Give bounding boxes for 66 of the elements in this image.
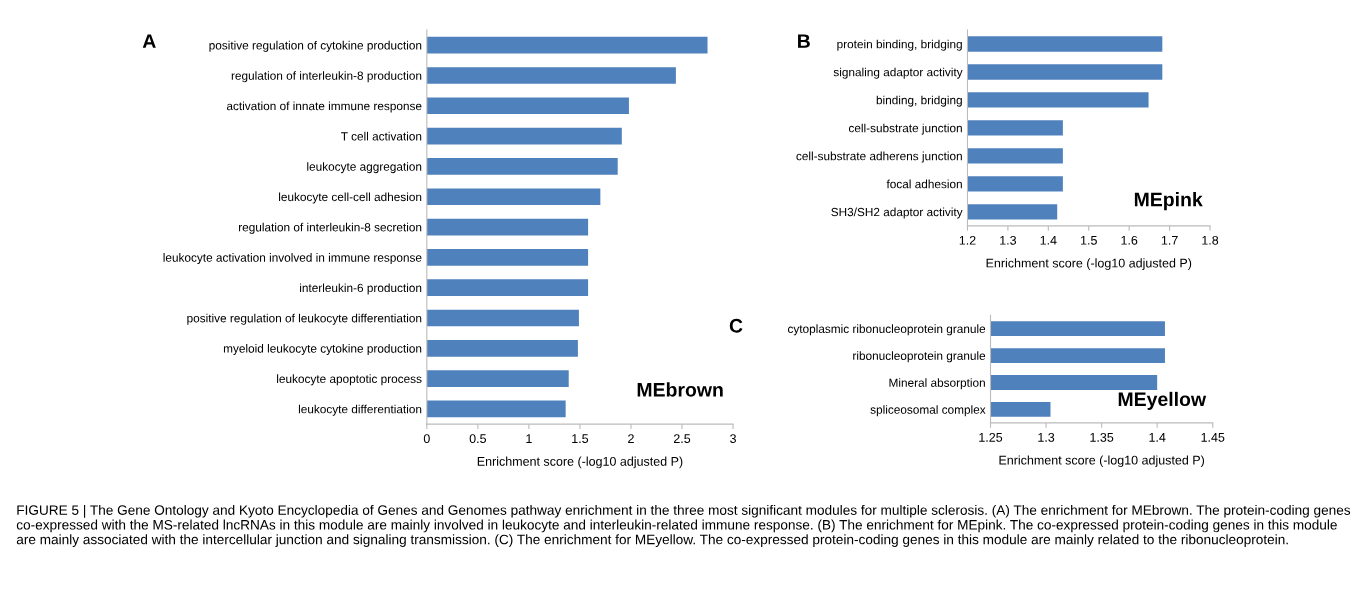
y-tick-label: leukocyte cell-cell adhesion — [279, 192, 422, 204]
y-tick-label: focal adhesion — [886, 179, 962, 189]
y-tick-label: spliceosomal complex — [870, 405, 986, 417]
y-tick-label: interleukin-6 production — [300, 283, 422, 295]
x-tick-label: 1.5 — [1081, 236, 1097, 245]
x-tick-label: 1.7 — [1161, 236, 1178, 245]
y-tick-label: cell-substrate adherens junction — [796, 151, 962, 163]
text: A — [142, 34, 156, 48]
bar — [426, 97, 629, 115]
x-axis-title: Enrichment score (-log10 adjusted P) — [986, 258, 1192, 270]
bar — [426, 339, 578, 357]
x-tick-label: 1.8 — [1202, 235, 1219, 245]
y-tick-label: T cell activation — [341, 131, 422, 141]
bar — [426, 36, 708, 54]
y-tick-label: myeloid leukocyte cytokine production — [223, 344, 422, 356]
x-tick-label: 3 — [730, 434, 736, 444]
y-tick-label: activation of innate immune response — [226, 101, 422, 113]
y-tick-label: binding, bridging — [876, 95, 962, 107]
y-tick-label: leukocyte apoptotic process — [277, 374, 422, 386]
x-tick-label: 1.3 — [1038, 432, 1055, 442]
x-tick-label: 1.45 — [1201, 433, 1225, 442]
x-tick-label: 1.35 — [1090, 432, 1114, 442]
x-tick-label: 0 — [423, 434, 430, 444]
x-tick-label: 1 — [526, 434, 532, 443]
annotation: MEyellow — [1118, 391, 1207, 410]
x-tick-label: 1.2 — [959, 235, 976, 245]
y-tick-label: SH3/SH2 adaptor activity — [831, 207, 963, 219]
text: B — [798, 34, 810, 48]
x-tick-label: 1.6 — [1121, 235, 1138, 245]
x-tick-label: 1.4 — [1149, 433, 1166, 442]
bar — [426, 188, 601, 206]
y-tick-label: positive regulation of cytokine production — [209, 40, 422, 52]
bar — [426, 400, 566, 418]
y-tick-label: cytoplasmic ribonucleoprotein granule — [787, 324, 986, 336]
x-tick-label: 1.25 — [979, 432, 1003, 442]
y-tick-label: leukocyte activation involved in immune response — [163, 253, 422, 265]
x-axis-title: Enrichment score (-log10 adjusted P) — [999, 455, 1205, 468]
bar — [426, 370, 569, 387]
y-tick-label: positive regulation of leukocyte differentiation — [187, 313, 422, 325]
x-tick-label: 0.5 — [469, 434, 487, 444]
y-tick-label: leukocyte differentiation — [298, 404, 422, 416]
y-tick-label: regulation of interleukin-8 production — [231, 71, 422, 83]
x-tick-label: 2 — [628, 434, 634, 443]
x-axis-title: Enrichment score (-log10 adjusted P) — [477, 456, 683, 469]
y-tick-label: leukocyte aggregation — [307, 162, 422, 174]
annotation: MEbrown — [637, 382, 723, 397]
bar — [426, 309, 579, 327]
x-tick-label: 1.5 — [572, 434, 589, 444]
bar — [426, 218, 589, 236]
y-tick-label: ribonucleoprotein granule — [853, 351, 986, 363]
caption: FIGURE 5 | The Gene Ontology and Kyoto Encyclopedia of Genes and Genomes pathway enrichment in the three most significant modules for multiple sclerosis. (A) The enrichment for MEbrown. The protein-coding genes co-expressed with the MS-related lncRNAs in this module are mainly involved in leukocyte and interleukin-related immune response. (B) The enrichment for MEpink. The co-expressed protein-coding genes in this module are mainly associated with the intercellular junction and signaling transmission. (C) The enrichment for MEyellow. The co-expressed protein-coding genes in this module are mainly related to the ribonucleoprotein. — [16, 504, 1351, 547]
y-tick-label: signaling adaptor activity — [833, 67, 963, 79]
annotation: C — [729, 318, 743, 333]
x-tick-label: 1.3 — [1000, 235, 1017, 245]
bar — [426, 158, 618, 175]
x-tick-label: 2.5 — [673, 434, 691, 444]
bar — [426, 67, 676, 84]
annotation: MEpink — [1134, 192, 1203, 211]
x-tick-label: 1.4 — [1040, 236, 1057, 245]
y-tick-label: Mineral absorption — [889, 378, 985, 390]
y-tick-label: regulation of interleukin-8 secretion — [239, 222, 422, 234]
y-tick-label: cell-substrate junction — [848, 123, 962, 135]
bar — [426, 249, 589, 266]
bar — [426, 279, 589, 297]
y-tick-label: protein binding, bridging — [837, 39, 962, 51]
bar — [426, 127, 622, 145]
